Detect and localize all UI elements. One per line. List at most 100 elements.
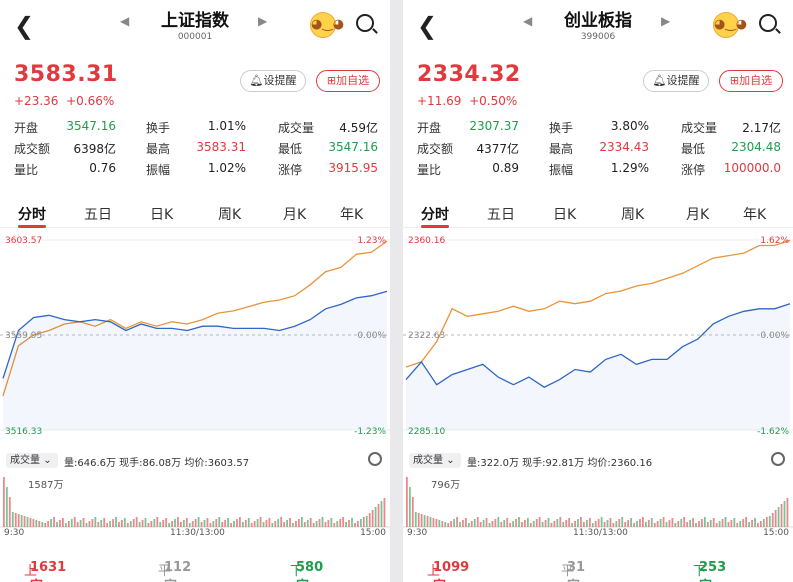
volume-bar-mark: [11, 512, 14, 527]
index-code: 399006: [580, 32, 616, 42]
stat-value: 2307.37: [469, 119, 519, 133]
period-tabs: 分时 五日 日K 周K 月K 年K: [403, 198, 793, 228]
add-watchlist-button[interactable]: ⊞加自选: [316, 70, 380, 92]
volume-bar-mark: [306, 520, 309, 527]
y-axis-min: 3516.33: [5, 427, 42, 437]
volume-bar-mark: [459, 522, 461, 527]
volume-bar-mark: [506, 518, 509, 527]
stats-row: 量比 0.89 振幅 1.29% 涨停 100000.0: [417, 159, 787, 180]
next-index-icon[interactable]: ▶: [258, 14, 268, 28]
indicator-select[interactable]: 成交量 ⌄: [6, 453, 58, 468]
volume-bar-mark: [524, 520, 526, 527]
volume-bar-mark: [591, 523, 594, 527]
volume-bar-mark: [277, 519, 280, 527]
volume-bar-mark: [348, 520, 350, 527]
volume-bar-mark: [247, 518, 250, 527]
volume-bar-mark: [115, 517, 117, 527]
gear-icon[interactable]: [368, 452, 382, 466]
tab-4[interactable]: 月K: [686, 207, 710, 223]
volume-bar-mark: [783, 501, 786, 527]
tab-3[interactable]: 周K: [621, 207, 645, 223]
volume-bar-mark: [462, 520, 464, 527]
volume-bar-mark: [29, 518, 32, 527]
back-icon[interactable]: ❮: [14, 12, 35, 40]
volume-bar-mark: [312, 523, 315, 527]
mascot-icon[interactable]: ◕‿◕: [310, 12, 344, 38]
tab-2[interactable]: 日K: [150, 207, 174, 223]
mascot-icon[interactable]: ◕‿◕: [713, 12, 747, 38]
volume-bar-mark: [526, 518, 529, 527]
volume-bar-mark: [479, 522, 482, 527]
volume-bar-mark: [715, 523, 718, 527]
period-tabs: 分时 五日 日K 周K 月K 年K: [0, 198, 390, 228]
volume-bar-mark: [754, 518, 756, 527]
volume-bar-mark: [497, 517, 500, 527]
volume-bar-mark: [88, 521, 91, 527]
search-icon[interactable]: [759, 14, 777, 32]
volume-bar-mark: [56, 522, 58, 527]
tab-1[interactable]: 五日: [487, 207, 515, 223]
stats-grid: 开盘 2307.37 换手 3.80% 成交量 2.17亿 成交额 4377亿 最高 2334.4…: [417, 117, 787, 180]
stat-label: 涨停: [681, 163, 706, 177]
volume-chart: [0, 477, 390, 528]
tab-2[interactable]: 日K: [553, 207, 577, 223]
chevron-down-icon: ⌄: [446, 455, 455, 466]
volume-bar-mark: [636, 521, 638, 527]
volume-bar-mark: [577, 519, 579, 527]
intraday-chart[interactable]: 3603.57 3559.95 3516.33 1.23% 0.00% -1.23%: [0, 230, 390, 445]
search-icon[interactable]: [356, 14, 374, 32]
volume-bar-mark: [321, 517, 324, 527]
change-percent: +0.50%: [469, 94, 518, 108]
chart-background: [0, 230, 390, 445]
volume-bar-mark: [630, 518, 632, 527]
volume-bar-mark: [432, 518, 435, 527]
volume-bar-mark: [594, 521, 597, 527]
indicator-select[interactable]: 成交量 ⌄: [409, 453, 461, 468]
volume-bar-mark: [67, 521, 70, 527]
next-index-icon[interactable]: ▶: [661, 14, 671, 28]
volume-bar-mark: [171, 521, 173, 527]
volume-bar-mark: [476, 517, 479, 527]
volume-bar-mark: [357, 521, 359, 527]
set-alert-button[interactable]: 🔔︎设提醒: [240, 70, 306, 92]
add-watchlist-button[interactable]: ⊞加自选: [719, 70, 783, 92]
back-icon[interactable]: ❮: [417, 12, 438, 40]
volume-bar-mark: [351, 518, 353, 527]
volume-bar-mark: [771, 513, 774, 527]
intraday-chart[interactable]: 2360.16 2322.63 2285.10 1.62% 0.00% -1.62%: [403, 230, 793, 445]
tab-0[interactable]: 分时: [421, 207, 449, 223]
volume-bar-mark: [174, 519, 176, 527]
tab-5[interactable]: 年K: [340, 207, 364, 223]
volume-bar-mark: [780, 504, 783, 527]
volume-bar-mark: [647, 520, 650, 527]
volume-bar-mark: [3, 477, 5, 527]
volume-bar-mark: [259, 517, 262, 527]
set-alert-button[interactable]: 🔔︎设提醒: [643, 70, 709, 92]
volume-bar-mark: [574, 521, 576, 527]
change-value: +23.36: [14, 94, 59, 108]
tab-5[interactable]: 年K: [743, 207, 767, 223]
volume-bar-mark: [20, 515, 23, 527]
tab-1[interactable]: 五日: [84, 207, 112, 223]
volume-bar-mark: [23, 516, 26, 527]
volume-bar-mark: [371, 510, 374, 527]
tab-4[interactable]: 月K: [283, 207, 307, 223]
stat-label: 成交量: [681, 121, 718, 135]
volume-bar-mark: [53, 517, 55, 527]
volume-bar-mark: [339, 519, 342, 527]
volume-bar-mark: [535, 519, 538, 527]
volume-bar-mark: [283, 522, 286, 527]
prev-index-icon[interactable]: ◀: [120, 14, 130, 28]
volume-bar-mark: [488, 523, 491, 527]
tab-3[interactable]: 周K: [218, 207, 242, 223]
tab-0[interactable]: 分时: [18, 207, 46, 223]
prev-index-icon[interactable]: ◀: [523, 14, 533, 28]
gear-icon[interactable]: [771, 452, 785, 466]
volume-bar-mark: [59, 520, 61, 527]
volume-bar-mark: [615, 521, 618, 527]
pct-axis-max: 1.23%: [357, 236, 386, 246]
volume-bar-mark: [695, 523, 697, 527]
pct-axis-min: -1.23%: [354, 427, 386, 437]
volume-bar-mark: [280, 517, 283, 527]
volume-bar-mark: [188, 523, 191, 527]
